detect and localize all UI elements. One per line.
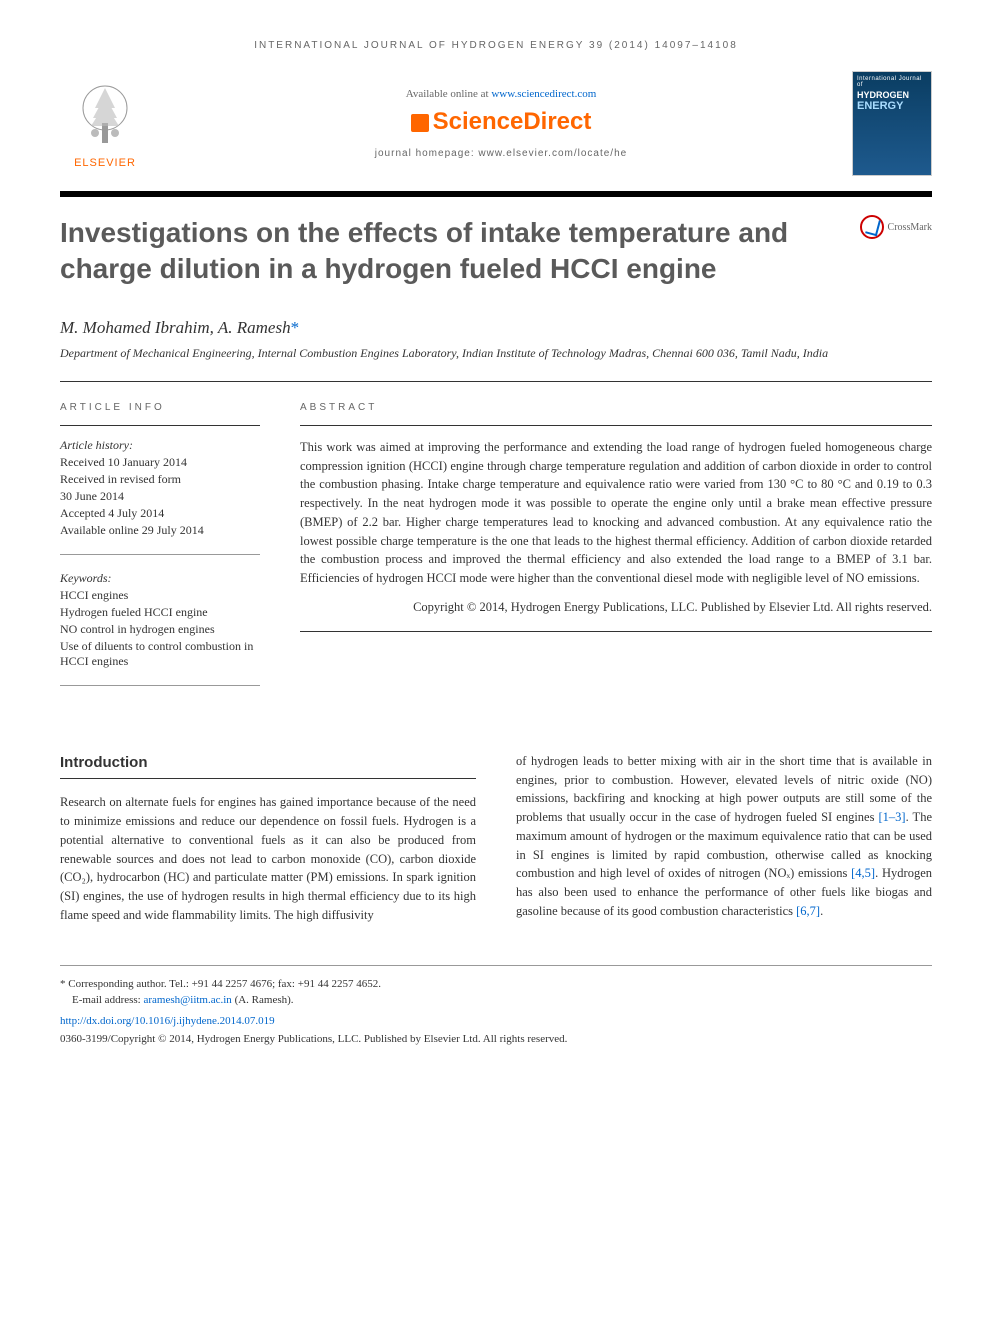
- available-online-text: Available online at www.sciencedirect.co…: [150, 88, 852, 100]
- keywords-block: Keywords: HCCI engines Hydrogen fueled H…: [60, 571, 260, 686]
- abstract-column: ABSTRACT This work was aimed at improvin…: [300, 402, 932, 702]
- abstract-text: This work was aimed at improving the per…: [300, 438, 932, 588]
- corresponding-asterisk: *: [291, 318, 300, 337]
- publisher-name: ELSEVIER: [60, 157, 150, 169]
- crossmark-icon: [860, 215, 884, 239]
- history-item: 30 June 2014: [60, 489, 260, 504]
- authors: M. Mohamed Ibrahim, A. Ramesh*: [60, 318, 932, 338]
- keyword-item: Use of diluents to control combustion in…: [60, 639, 260, 669]
- footer-section: * Corresponding author. Tel.: +91 44 225…: [60, 965, 932, 1048]
- sciencedirect-link[interactable]: www.sciencedirect.com: [491, 88, 596, 100]
- doi-line: http://dx.doi.org/10.1016/j.ijhydene.201…: [60, 1013, 932, 1030]
- history-item: Accepted 4 July 2014: [60, 506, 260, 521]
- reference-link[interactable]: [4,5]: [851, 866, 875, 880]
- intro-paragraph-continued: of hydrogen leads to better mixing with …: [516, 752, 932, 921]
- keyword-item: HCCI engines: [60, 588, 260, 603]
- title-row: Investigations on the effects of intake …: [60, 215, 932, 288]
- body-two-column: Introduction Research on alternate fuels…: [60, 752, 932, 925]
- corresponding-author: * Corresponding author. Tel.: +91 44 225…: [60, 976, 932, 993]
- history-item: Available online 29 July 2014: [60, 523, 260, 538]
- abstract-heading: ABSTRACT: [300, 402, 932, 413]
- elsevier-tree-icon: [75, 78, 135, 148]
- doi-link[interactable]: http://dx.doi.org/10.1016/j.ijhydene.201…: [60, 1015, 275, 1027]
- footer-copyright: 0360-3199/Copyright © 2014, Hydrogen Ene…: [60, 1031, 932, 1048]
- keyword-item: NO control in hydrogen engines: [60, 622, 260, 637]
- email-link[interactable]: aramesh@iitm.ac.in: [143, 994, 231, 1006]
- publisher-logo[interactable]: ELSEVIER: [60, 78, 150, 169]
- sciencedirect-brand[interactable]: ScienceDirect: [150, 108, 852, 136]
- thin-divider: [60, 381, 932, 382]
- keyword-item: Hydrogen fueled HCCI engine: [60, 605, 260, 620]
- journal-cover-thumbnail[interactable]: International Journal of HYDROGEN ENERGY: [852, 71, 932, 176]
- black-divider-bar: [60, 191, 932, 197]
- introduction-heading: Introduction: [60, 752, 476, 780]
- article-info-sidebar: ARTICLE INFO Article history: Received 1…: [60, 402, 260, 702]
- body-column-left: Introduction Research on alternate fuels…: [60, 752, 476, 925]
- body-column-right: of hydrogen leads to better mixing with …: [516, 752, 932, 925]
- reference-link[interactable]: [6,7]: [796, 904, 820, 918]
- sciencedirect-badge-icon: [411, 114, 429, 132]
- article-info-heading: ARTICLE INFO: [60, 402, 260, 413]
- center-header-info: Available online at www.sciencedirect.co…: [150, 88, 852, 159]
- crossmark-badge[interactable]: CrossMark: [860, 215, 932, 239]
- journal-reference: INTERNATIONAL JOURNAL OF HYDROGEN ENERGY…: [60, 40, 932, 51]
- keywords-label: Keywords:: [60, 571, 260, 586]
- email-line: E-mail address: aramesh@iitm.ac.in (A. R…: [60, 992, 932, 1009]
- reference-link[interactable]: [1–3]: [879, 810, 906, 824]
- history-item: Received 10 January 2014: [60, 455, 260, 470]
- crossmark-label: CrossMark: [888, 222, 932, 233]
- affiliation: Department of Mechanical Engineering, In…: [60, 346, 932, 361]
- article-history-block: Article history: Received 10 January 201…: [60, 438, 260, 555]
- journal-homepage: journal homepage: www.elsevier.com/locat…: [150, 148, 852, 159]
- abstract-copyright: Copyright © 2014, Hydrogen Energy Public…: [300, 598, 932, 617]
- info-abstract-row: ARTICLE INFO Article history: Received 1…: [60, 402, 932, 702]
- intro-paragraph: Research on alternate fuels for engines …: [60, 793, 476, 924]
- history-label: Article history:: [60, 438, 260, 453]
- top-banner: ELSEVIER Available online at www.science…: [60, 71, 932, 176]
- history-item: Received in revised form: [60, 472, 260, 487]
- article-title: Investigations on the effects of intake …: [60, 215, 860, 288]
